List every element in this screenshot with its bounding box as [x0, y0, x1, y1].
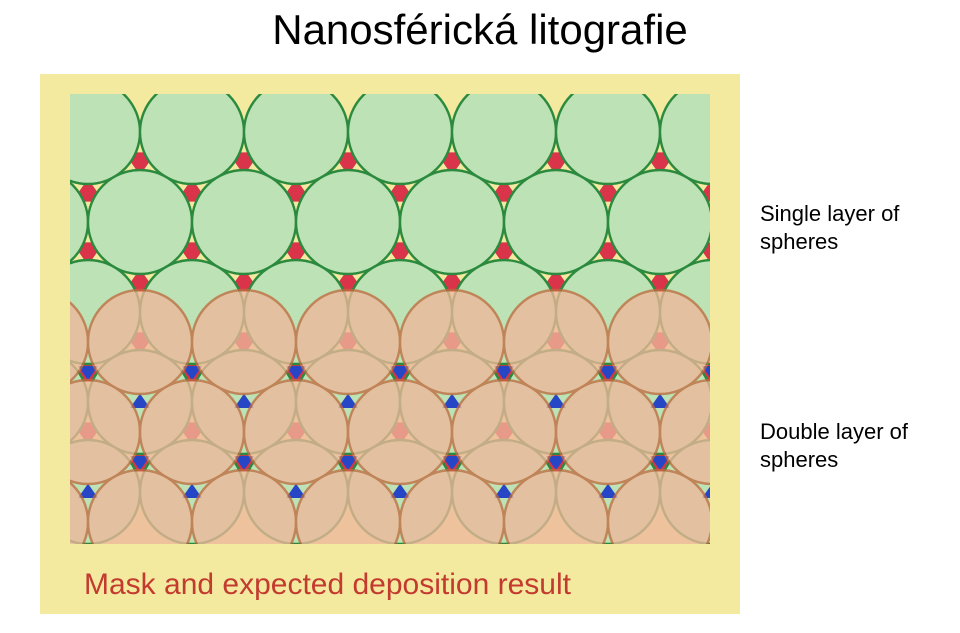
sphere-layers-svg: Mask and expected deposition result: [40, 74, 740, 614]
diagram-caption: Mask and expected deposition result: [84, 568, 572, 601]
double-layer-label: Double layer of spheres: [760, 418, 950, 473]
sphere-lithography-diagram: Mask and expected deposition result: [40, 74, 740, 614]
page: Nanosférická litografie Mask and expecte…: [0, 0, 960, 633]
page-title: Nanosférická litografie: [0, 6, 960, 54]
single-layer-label: Single layer of spheres: [760, 200, 950, 255]
